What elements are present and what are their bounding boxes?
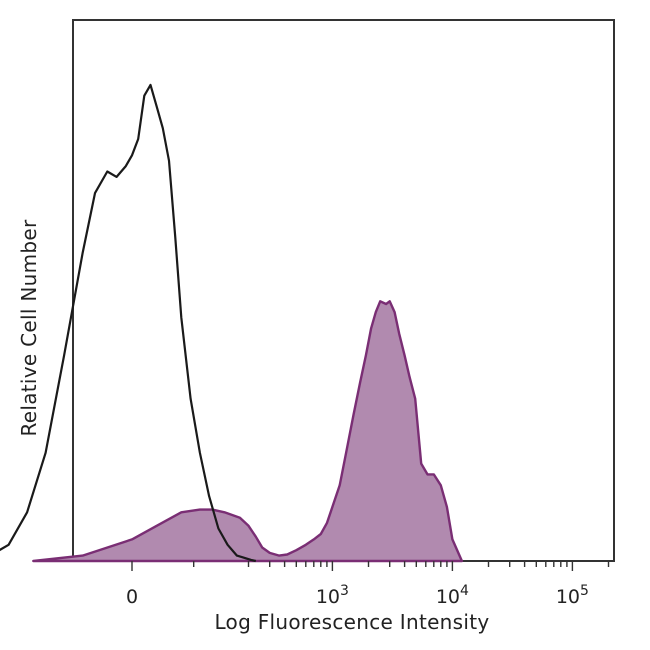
y-axis-label: Relative Cell Number [17, 219, 41, 437]
x-tick-label: 104 [436, 583, 469, 608]
x-tick-labels: 0 103 104 105 [126, 583, 589, 608]
minor-ticks [131, 561, 610, 571]
series-line-histogram [0, 83, 257, 563]
x-tick-label: 105 [556, 583, 589, 608]
x-tick-label: 103 [316, 583, 349, 608]
x-axis-label: Log Fluorescence Intensity [214, 610, 489, 634]
series-layer [0, 83, 464, 563]
series-filled-histogram [32, 300, 464, 563]
x-tick-label: 0 [126, 586, 138, 608]
